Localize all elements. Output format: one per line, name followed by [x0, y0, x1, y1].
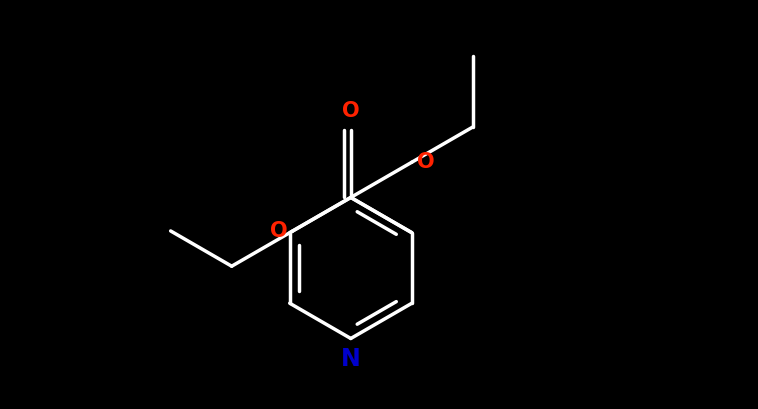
Text: O: O: [417, 152, 434, 172]
Text: O: O: [270, 221, 288, 241]
Text: O: O: [342, 101, 359, 121]
Text: N: N: [341, 347, 361, 371]
